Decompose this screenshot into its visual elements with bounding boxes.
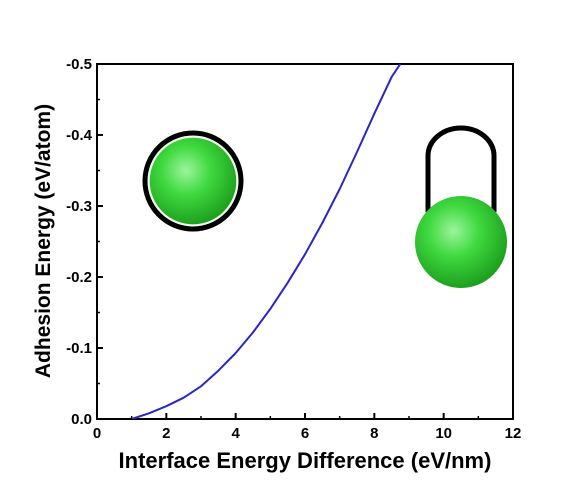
x-tick-label: 2 xyxy=(162,425,170,442)
x-tick-label: 0 xyxy=(93,425,101,442)
green-sphere-icon xyxy=(148,136,238,226)
y-tick-label: -0.3 xyxy=(66,198,92,215)
green-sphere-icon xyxy=(415,196,507,288)
y-tick-label: -0.4 xyxy=(66,127,93,144)
y-tick-label: 0.0 xyxy=(71,411,92,428)
x-tick-label: 8 xyxy=(370,425,378,442)
x-tick-label: 4 xyxy=(231,425,240,442)
y-axis-title: Adhesion Energy (eV/atom) xyxy=(32,104,55,378)
x-tick-label: 12 xyxy=(505,425,522,442)
arch-particle-inset xyxy=(415,125,507,288)
series-layer xyxy=(131,64,402,419)
y-tick-label: -0.5 xyxy=(66,56,92,73)
x-tick-label: 6 xyxy=(301,425,309,442)
axis-ticks xyxy=(96,63,514,420)
arch-wire xyxy=(425,125,497,212)
y-tick-label: -0.2 xyxy=(66,269,92,286)
y-tick-label: -0.1 xyxy=(66,340,92,357)
x-tick-label: 10 xyxy=(435,425,452,442)
encapsulated-particle-inset xyxy=(142,130,244,232)
tick-labels: 0 2 4 6 8 10 12 0.0 -0.1 -0.2 -0.3 -0.4 -0.5 xyxy=(66,56,521,442)
series-line xyxy=(131,64,402,419)
x-axis-title: Interface Energy Difference (eV/nm) xyxy=(119,448,492,473)
